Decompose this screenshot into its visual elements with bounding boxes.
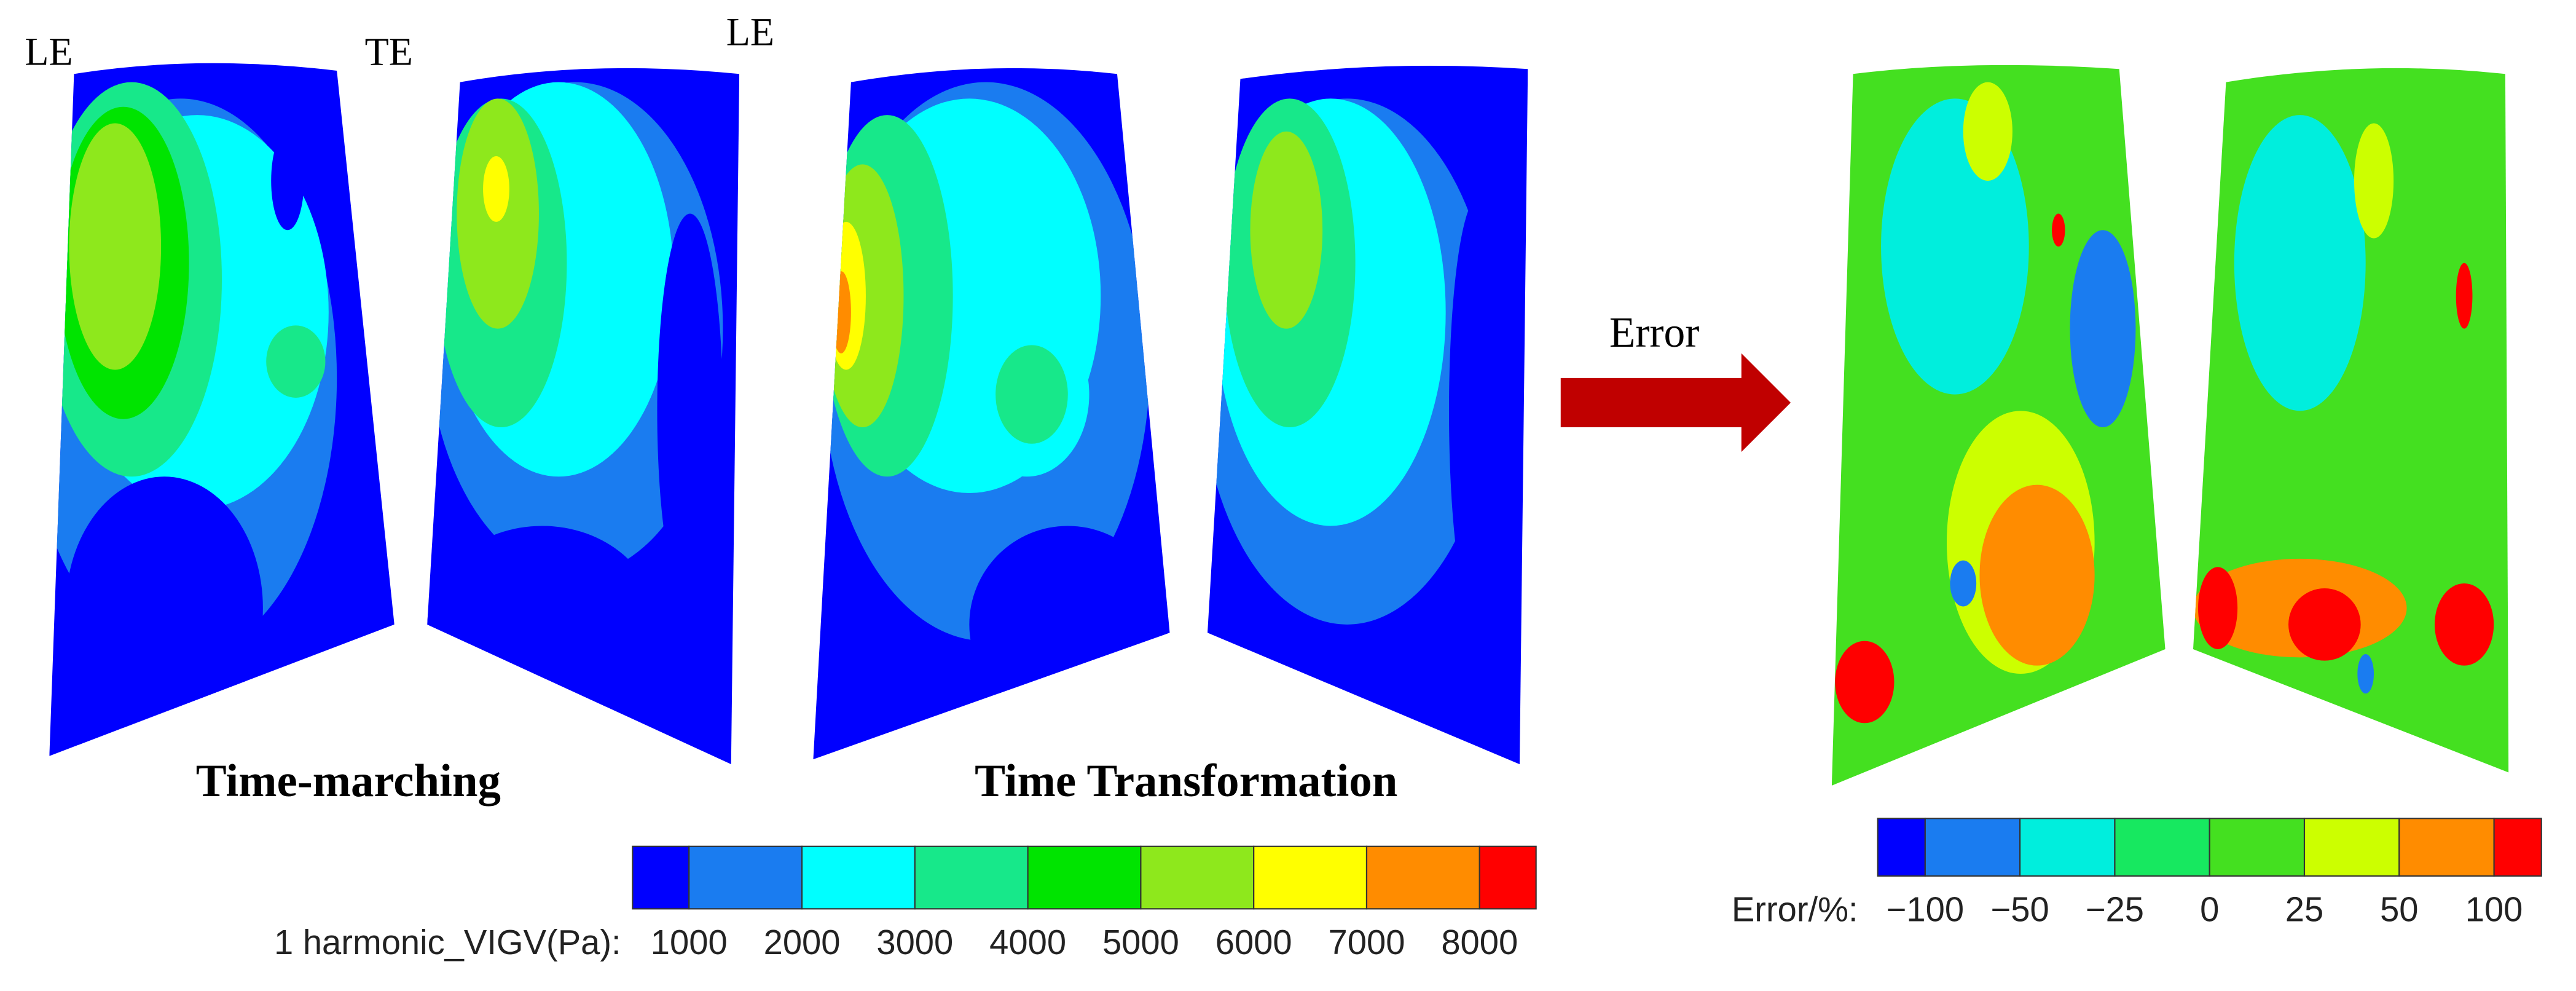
colorbar-tick-label: 5000 [1102,923,1179,961]
colorbar-tick-label: 8000 [1441,923,1518,961]
colorbar-swatch [632,845,690,910]
contour-blade [813,68,1170,760]
arrow-label: Error [1609,309,1700,357]
colorbar-tick-label: 4000 [989,923,1066,961]
colorbar-swatch [688,845,803,910]
contour-blade [49,63,395,756]
colorbar-label: Error/%: [1732,890,1858,929]
colorbar-swatch [2019,818,2116,877]
colorbar-swatch [1924,818,2021,877]
colorbar-tick-label: 7000 [1329,923,1405,961]
error-blade [2193,68,2509,773]
contour-blade [427,68,740,765]
colorbar-swatch [1253,845,1368,910]
colorbar-tick-label: 100 [2465,890,2523,929]
colorbar-tick-label: 25 [2285,890,2323,929]
colorbar-swatch [1027,845,1142,910]
colorbar-swatch [801,845,916,910]
error-blade [1831,65,2166,786]
caption: Time Transformation [975,756,1397,807]
colorbar-swatch [2114,818,2210,877]
colorbar-swatch [1365,845,1480,910]
colorbar-swatch [1478,845,1537,910]
blade-label: TE [365,30,413,74]
contour-blade [1208,65,1528,765]
colorbar-label: 1 harmonic_VIGV(Pa): [274,923,621,961]
colorbar-swatch [1877,818,1926,877]
colorbar-swatch [2398,818,2495,877]
colorbar-tick-label: −50 [1991,890,2049,929]
colorbar-tick-label: −100 [1887,890,1964,929]
caption: Time-marching [196,756,501,807]
colorbar-swatch [2493,818,2542,877]
blade-label: LE [25,30,73,74]
colorbar-swatch [2209,818,2306,877]
colorbar-tick-label: 2000 [764,923,841,961]
colorbar-swatch [914,845,1029,910]
blade-label: LE [726,10,774,54]
colorbar-tick-label: 6000 [1215,923,1292,961]
colorbar-swatch [2303,818,2400,877]
colorbar-tick-label: 1000 [651,923,728,961]
colorbar-tick-label: 0 [2200,890,2219,929]
error-arrow [1560,353,1791,452]
colorbar-tick-label: 3000 [876,923,953,961]
colorbar-tick-label: −25 [2086,890,2144,929]
colorbar-swatch [1140,845,1255,910]
colorbar-tick-label: 50 [2380,890,2418,929]
